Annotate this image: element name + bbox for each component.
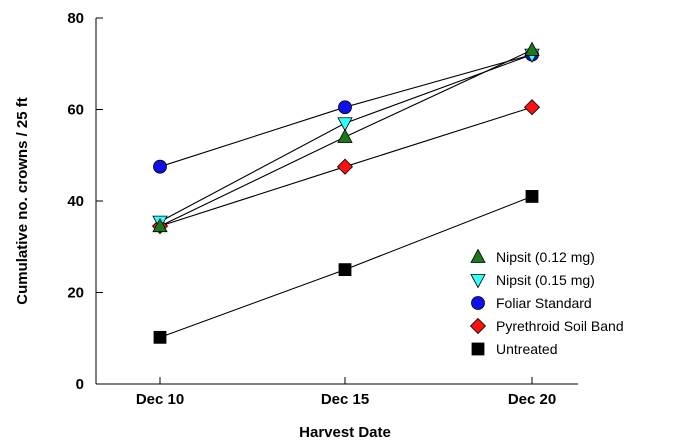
- legend-marker-nipsit-0-12-mg: [470, 248, 486, 263]
- y-tick-label: 40: [67, 193, 84, 210]
- y-tick-label: 0: [76, 376, 84, 393]
- legend-label: Untreated: [496, 341, 557, 357]
- x-tick-label: Dec 10: [136, 391, 184, 408]
- legend-item-nipsit-0-12-mg: Nipsit (0.12 mg): [470, 248, 595, 265]
- legend-label: Foliar Standard: [496, 295, 592, 311]
- data-point-nipsit-0-12-mg: [524, 41, 540, 56]
- series-markers: [151, 41, 541, 344]
- legend-marker-foliar-standard: [471, 296, 485, 310]
- legend-item-pyrethroid-soil-band: Pyrethroid Soil Band: [469, 317, 624, 335]
- x-ticks: Dec 10 Dec 15 Dec 20: [136, 377, 556, 408]
- y-tick-label: 60: [67, 102, 84, 119]
- x-axis-title: Harvest Date: [299, 424, 391, 441]
- data-point-nipsit-0-12-mg: [152, 217, 168, 233]
- data-point-nipsit-0-12-mg: [337, 128, 353, 143]
- legend-item-nipsit-0-15-mg: Nipsit (0.15 mg): [470, 272, 595, 289]
- data-point-foliar-standard: [153, 159, 167, 174]
- legend-label: Pyrethroid Soil Band: [496, 318, 624, 334]
- data-point-pyrethroid-soil-band: [336, 158, 354, 175]
- y-tick-label: 80: [67, 10, 84, 27]
- legend-label: Nipsit (0.15 mg): [496, 272, 595, 288]
- legend-marker-untreated: [471, 342, 485, 356]
- legend-item-foliar-standard: Foliar Standard: [471, 295, 592, 311]
- y-axis-title: Cumulative no. crowns / 25 ft: [14, 97, 31, 305]
- data-point-pyrethroid-soil-band: [523, 99, 541, 116]
- legend-marker-nipsit-0-15-mg: [470, 274, 486, 289]
- y-ticks: 0 20 40 60 80: [67, 10, 103, 393]
- x-tick-label: Dec 15: [321, 391, 369, 408]
- legend-item-untreated: Untreated: [471, 341, 557, 357]
- y-tick-label: 20: [67, 285, 84, 302]
- data-point-foliar-standard: [338, 100, 352, 115]
- legend: Nipsit (0.12 mg) Nipsit (0.15 mg) Foliar S…: [469, 248, 624, 357]
- data-point-nipsit-0-15-mg: [337, 117, 353, 132]
- series-lines: [159, 49, 533, 338]
- legend-marker-pyrethroid-soil-band: [469, 317, 487, 335]
- data-point-untreated: [338, 263, 352, 277]
- data-point-untreated: [153, 330, 167, 344]
- x-axis: Dec 10 Dec 15 Dec 20: [96, 377, 578, 408]
- series-layer: [151, 41, 541, 344]
- legend-label: Nipsit (0.12 mg): [496, 249, 595, 265]
- x-tick-label: Dec 20: [508, 391, 556, 408]
- y-axis: 0 20 40 60 80: [67, 10, 103, 393]
- data-point-untreated: [525, 190, 539, 203]
